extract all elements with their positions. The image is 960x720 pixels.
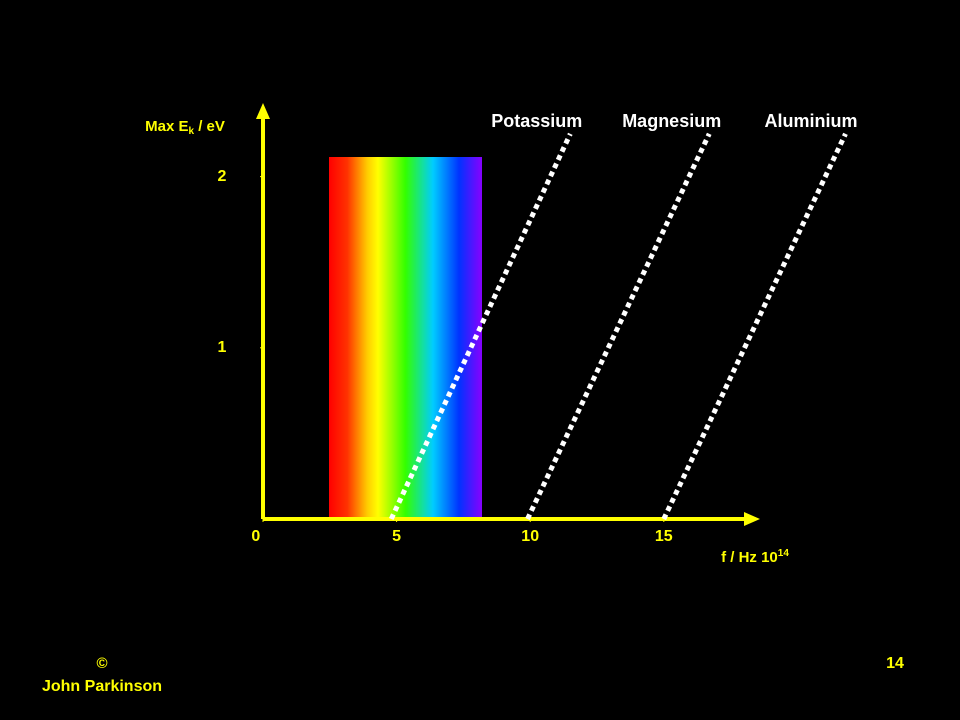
visible-spectrum [329,157,482,519]
x-label-part: f / Hz 10 [721,549,778,566]
series-name: Potassium [491,111,582,131]
series-line [661,132,848,521]
y-label-part: / eV [194,118,225,135]
series-line [525,132,712,521]
x-arrow [744,512,760,526]
y-axis-label: Max Ek / eV [145,118,225,137]
y-tick-label: 2 [218,168,227,185]
series-name: Magnesium [622,111,721,131]
series-name: Aluminium [765,111,858,131]
x-tick-label: 10 [521,528,539,545]
author: John Parkinson [42,678,162,695]
x-tick-label: 0 [251,528,260,545]
page-number: 14 [886,655,904,672]
y-arrow [256,103,270,119]
x-label-sup: 14 [778,548,790,559]
y-tick-label: 1 [218,339,227,356]
y-label-part: Max E [145,118,188,135]
series-line [388,132,573,521]
x-tick-label: 15 [655,528,673,545]
copyright: © [96,655,107,672]
y-label-sub: k [188,126,194,137]
x-tick-label: 5 [392,528,401,545]
x-axis-label: f / Hz 1014 [721,548,789,566]
